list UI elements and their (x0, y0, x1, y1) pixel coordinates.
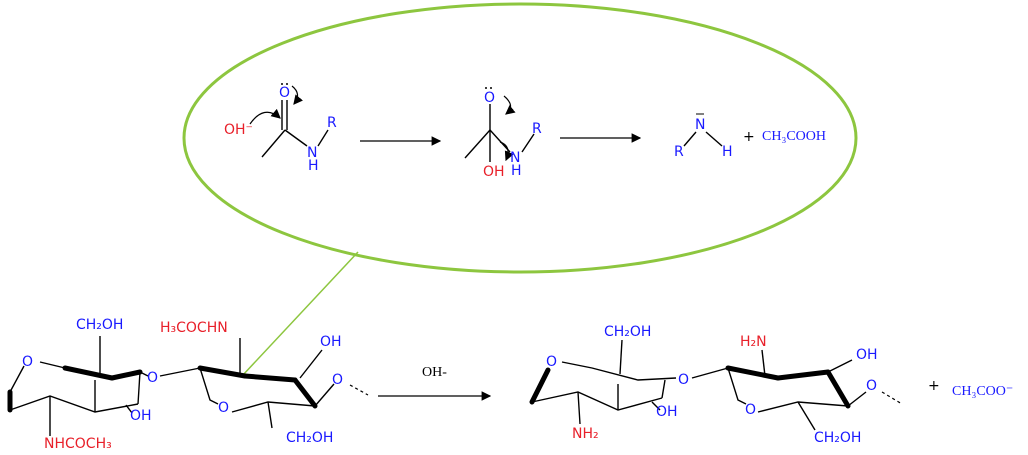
plus: + (928, 378, 940, 394)
atom: O (147, 370, 158, 386)
atom: OH (320, 334, 342, 350)
atom: OH (856, 347, 878, 363)
atom: R (674, 144, 684, 160)
intermediate (464, 87, 535, 162)
reagent: OH- (422, 365, 447, 380)
atom: R (532, 121, 542, 137)
atom: O (546, 354, 557, 370)
atom: O (484, 90, 495, 106)
atom: H (511, 163, 522, 179)
atom: H (722, 144, 733, 160)
atom: O (218, 400, 229, 416)
atom: N (510, 150, 520, 166)
atom: H₃COCHN (160, 320, 228, 336)
atom: N (695, 117, 705, 133)
plus: + (743, 129, 755, 145)
atom: R (327, 115, 337, 131)
atom: H₂N (740, 334, 767, 350)
atom: OH (130, 408, 152, 424)
zoom-line (241, 251, 359, 377)
atom: OH (483, 164, 505, 180)
atom: O (332, 372, 343, 388)
amide (249, 83, 329, 158)
atom: NHCOCH₃ (44, 436, 112, 452)
amine (683, 113, 723, 147)
atom: OH (656, 404, 678, 420)
atom: O (22, 354, 33, 370)
atom: CH₂OH (286, 430, 333, 446)
acetic-acid: CH₃COOH (762, 129, 826, 144)
atom: CH₂OH (814, 430, 861, 446)
atom: O (279, 85, 290, 101)
atom: CH₂OH (604, 324, 651, 340)
atom: CH₂OH (76, 317, 123, 333)
atom: O (678, 372, 689, 388)
atom: H (308, 158, 319, 174)
reactant-bonds (7, 336, 369, 436)
atom: O (745, 402, 756, 418)
atom: NH₂ (572, 426, 599, 442)
product-bonds (529, 339, 903, 431)
hydroxide: OH⁻ (224, 122, 253, 138)
atom: O (866, 378, 877, 394)
acetate: CH₃COO⁻ (952, 384, 1013, 399)
zoom-ellipse (182, 2, 858, 274)
atom: N (307, 145, 317, 161)
